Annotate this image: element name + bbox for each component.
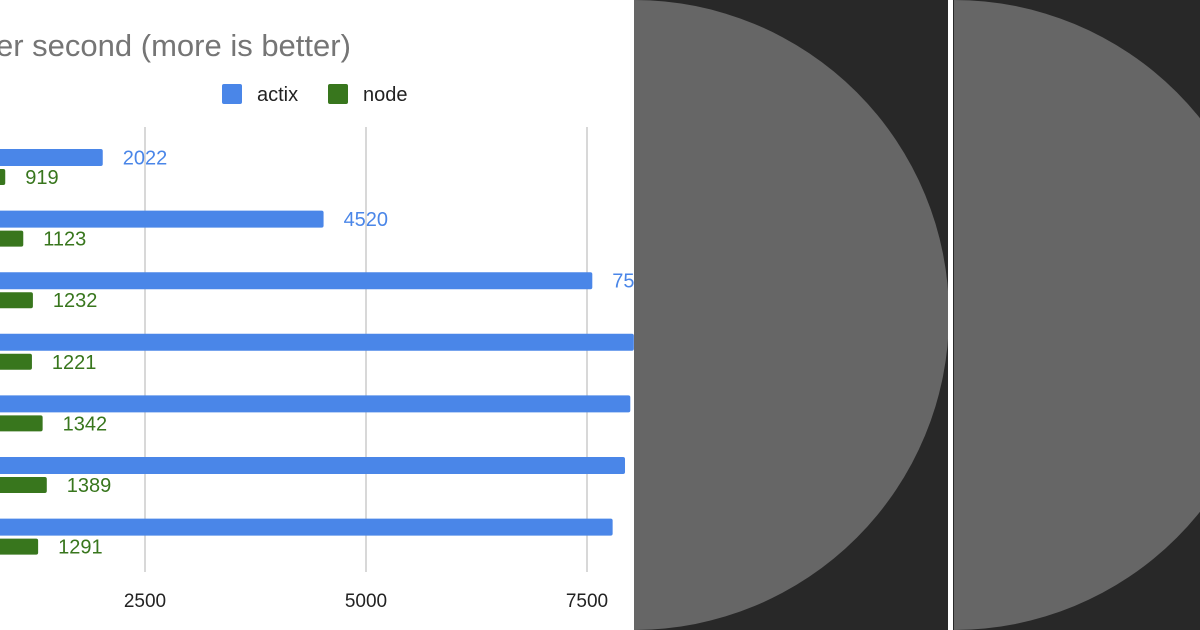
data-label-node: 1291 xyxy=(58,537,103,559)
bar-actix xyxy=(0,457,626,474)
legend-label-actix: actix xyxy=(257,84,298,106)
chart-panel: er second (more is better) actix node 20… xyxy=(0,28,634,612)
data-label-node: 919 xyxy=(25,167,58,189)
bar-node xyxy=(0,415,43,432)
bar-actix xyxy=(0,272,593,290)
bar-actix xyxy=(0,333,634,351)
data-label-actix: 2022 xyxy=(123,148,168,170)
half-circle-graphic xyxy=(634,0,1200,630)
half-circle-right xyxy=(954,0,1200,630)
bar-actix xyxy=(0,210,324,228)
bar-node xyxy=(0,538,39,555)
x-tick-label: 2500 xyxy=(124,591,166,612)
data-label-actix: 4520 xyxy=(344,209,389,231)
bar-actix xyxy=(0,518,613,536)
bars xyxy=(0,149,634,555)
bar-actix xyxy=(0,149,103,166)
vertical-divider xyxy=(948,0,953,630)
x-tick-label: 5000 xyxy=(345,591,387,612)
legend-swatch-node xyxy=(328,84,348,104)
x-tick-label: 7500 xyxy=(566,591,608,612)
x-axis-ticks: 2500 5000 7500 xyxy=(124,591,608,612)
bar-actix xyxy=(0,395,631,413)
image-overlay-panel xyxy=(634,0,1200,630)
data-label-node: 1342 xyxy=(63,413,107,435)
bar-node xyxy=(0,292,33,309)
bar-node xyxy=(0,230,24,247)
data-label-node: 1221 xyxy=(52,352,97,374)
data-label-node: 1232 xyxy=(53,290,98,312)
bar-node xyxy=(0,477,47,493)
data-label-actix: 75 xyxy=(612,271,634,293)
bar-node xyxy=(0,169,6,185)
bar-chart: er second (more is better) actix node 20… xyxy=(0,28,634,612)
legend-swatch-actix xyxy=(222,84,242,104)
chart-title: er second (more is better) xyxy=(0,28,351,63)
legend: actix node xyxy=(222,84,408,106)
data-label-node: 1389 xyxy=(67,475,112,497)
bar-node xyxy=(0,353,32,370)
legend-label-node: node xyxy=(363,84,408,106)
half-circle-left xyxy=(634,0,949,630)
data-label-node: 1123 xyxy=(43,229,86,251)
data-labels: 2022 919 4520 1123 75 1232 1221 1342 1389 1291 xyxy=(25,148,634,559)
